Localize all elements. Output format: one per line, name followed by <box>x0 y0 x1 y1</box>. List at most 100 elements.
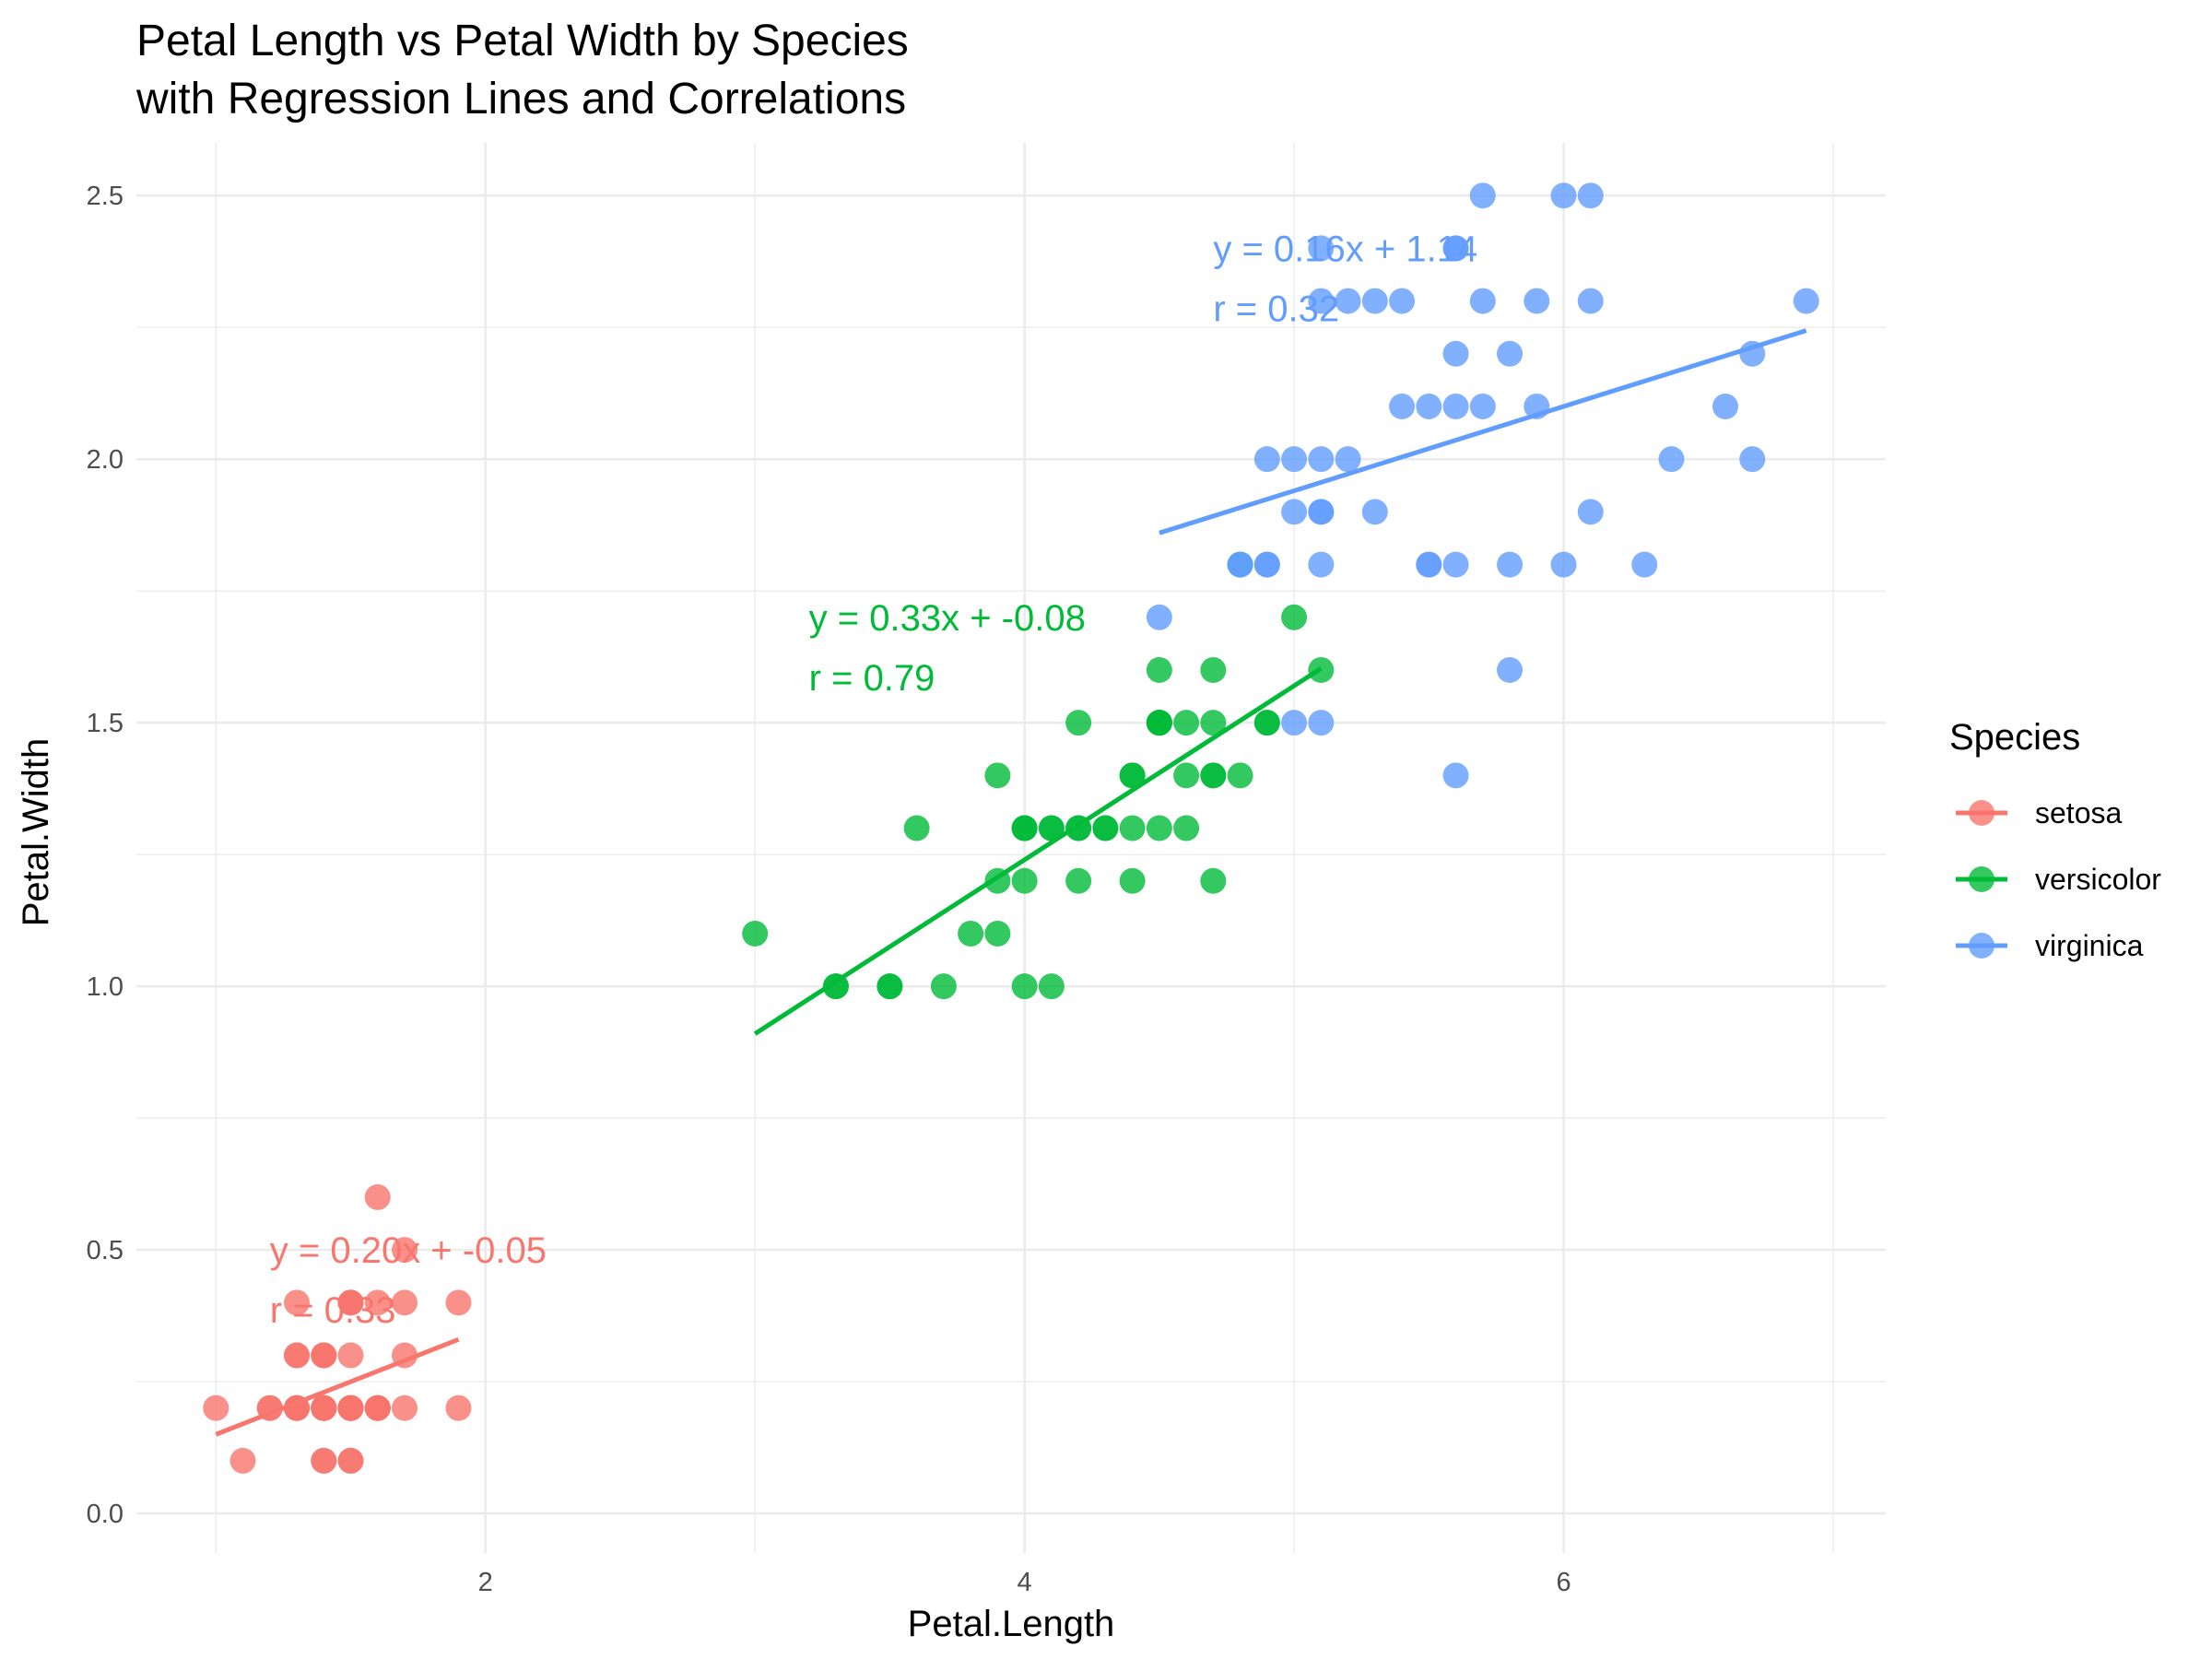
virginica-point <box>1497 340 1524 367</box>
major-gridlines <box>136 143 1886 1553</box>
versicolor-correlation-label: r = 0.79 <box>809 658 935 699</box>
y-tick-label: 0.5 <box>87 1236 124 1265</box>
setosa-point <box>364 1289 391 1316</box>
setosa-equation-label: y = 0.20x + -0.05 <box>270 1230 547 1271</box>
virginica-point <box>1308 710 1335 736</box>
virginica-point <box>1389 288 1416 314</box>
versicolor-point <box>1065 867 1092 894</box>
virginica-point <box>1281 710 1308 736</box>
virginica-point <box>1389 393 1416 419</box>
versicolor-point <box>1173 762 1200 789</box>
setosa-regression-line <box>215 1337 460 1437</box>
virginica-point <box>1469 393 1496 419</box>
versicolor-point <box>1200 867 1227 894</box>
versicolor-point <box>984 920 1011 947</box>
virginica-point <box>1335 446 1361 473</box>
virginica-point <box>1524 288 1550 314</box>
virginica-point <box>1442 235 1469 262</box>
versicolor-point <box>1200 656 1227 683</box>
x-tick-label: 4 <box>1018 1568 1032 1597</box>
setosa-point <box>311 1447 337 1474</box>
virginica-point <box>1442 551 1469 578</box>
setosa-correlation-label: r = 0.33 <box>270 1290 396 1331</box>
virginica-point <box>1253 551 1280 578</box>
versicolor-point <box>1011 973 1038 1000</box>
setosa-point <box>284 1342 311 1369</box>
setosa-point <box>445 1289 472 1316</box>
virginica-point <box>1550 182 1577 209</box>
virginica-correlation-label: r = 0.32 <box>1213 288 1339 329</box>
versicolor-point <box>742 920 769 947</box>
regression-lines <box>215 328 1807 1437</box>
versicolor-point <box>877 973 903 1000</box>
legend: Species setosa versicolor virginica <box>1949 717 2161 962</box>
y-tick-label: 1.0 <box>87 972 124 1002</box>
virginica-point <box>1469 288 1496 314</box>
versicolor-point <box>1011 815 1038 841</box>
versicolor-point <box>1119 762 1146 789</box>
virginica-point <box>1577 499 1604 525</box>
legend-label-setosa: setosa <box>2035 796 2122 830</box>
x-tick-label: 6 <box>1556 1568 1571 1597</box>
virginica-point <box>1577 288 1604 314</box>
virginica-point <box>1335 288 1361 314</box>
legend-label-virginica: virginica <box>2035 929 2144 962</box>
virginica-point <box>1497 656 1524 683</box>
virginica-point <box>1416 393 1442 419</box>
chart-title: Petal Length vs Petal Width by Species <box>136 17 909 65</box>
legend-key-point-virginica <box>1969 933 1994 959</box>
setosa-point <box>364 1394 391 1421</box>
versicolor-point <box>1011 867 1038 894</box>
virginica-point <box>1361 288 1388 314</box>
versicolor-point <box>1253 710 1280 736</box>
y-tick-label: 1.5 <box>87 709 124 738</box>
legend-title: Species <box>1949 717 2080 758</box>
virginica-point <box>1631 551 1658 578</box>
x-tick-label: 2 <box>478 1568 493 1597</box>
setosa-point <box>391 1394 418 1421</box>
virginica-point <box>1658 446 1685 473</box>
virginica-point <box>1253 446 1280 473</box>
virginica-point <box>1416 551 1442 578</box>
setosa-point <box>311 1394 337 1421</box>
versicolor-point <box>1200 762 1227 789</box>
setosa-point <box>445 1394 472 1421</box>
virginica-point <box>1497 551 1524 578</box>
setosa-point <box>364 1183 391 1210</box>
axis-tick-labels: 2 4 6 0.0 0.5 1.0 1.5 2.0 2.5 <box>87 182 1571 1597</box>
virginica-point <box>1469 182 1496 209</box>
virginica-point <box>1442 393 1469 419</box>
virginica-point <box>1550 551 1577 578</box>
versicolor-point <box>1173 710 1200 736</box>
setosa-point <box>284 1289 311 1316</box>
versicolor-point <box>984 762 1011 789</box>
versicolor-equation-label: y = 0.33x + -0.08 <box>809 598 1086 639</box>
versicolor-point <box>1173 815 1200 841</box>
virginica-point <box>1308 446 1335 473</box>
y-tick-label: 2.5 <box>87 182 124 211</box>
y-axis-title: Petal.Width <box>16 738 56 927</box>
virginica-point <box>1442 340 1469 367</box>
versicolor-point <box>1146 656 1172 683</box>
legend-key-point-versicolor <box>1969 866 1994 892</box>
versicolor-point <box>1092 815 1119 841</box>
versicolor-point <box>930 973 957 1000</box>
virginica-point <box>1146 604 1172 630</box>
versicolor-point <box>903 815 930 841</box>
virginica-point <box>1281 499 1308 525</box>
virginica-point <box>1308 551 1335 578</box>
versicolor-point <box>1146 815 1172 841</box>
versicolor-point <box>1065 710 1092 736</box>
virginica-point <box>1442 762 1469 789</box>
plot-panel: y = 0.20x + -0.05 r = 0.33 y = 0.33x + -0.… <box>136 143 1886 1553</box>
setosa-point <box>337 1342 364 1369</box>
virginica-point <box>1361 499 1388 525</box>
minor-gridlines <box>136 143 1886 1553</box>
virginica-point <box>1308 235 1335 262</box>
virginica-regression-line <box>1159 328 1807 535</box>
setosa-point <box>391 1237 418 1264</box>
versicolor-point <box>1119 815 1146 841</box>
versicolor-regression-line <box>753 666 1323 1036</box>
setosa-point <box>337 1447 364 1474</box>
